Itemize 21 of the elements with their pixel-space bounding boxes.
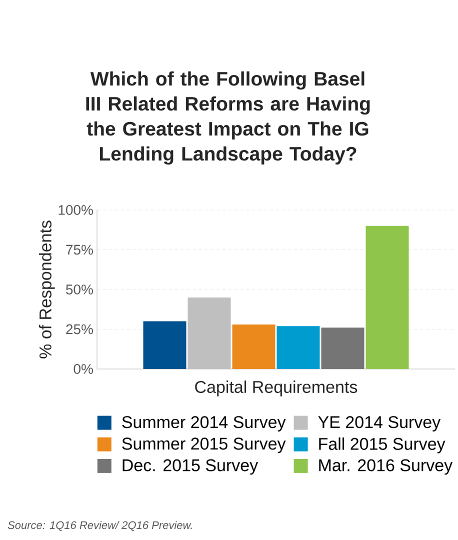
bar bbox=[321, 328, 364, 369]
y-tick-label: 25% bbox=[66, 324, 93, 334]
legend-label: Fall 2015 Survey bbox=[319, 437, 446, 454]
bar bbox=[232, 324, 276, 369]
legend-label: Summer 2014 Survey bbox=[122, 416, 286, 432]
y-axis-title: % of Respondents bbox=[38, 220, 55, 358]
y-tick-label: 75% bbox=[66, 244, 93, 255]
y-tick-label: 0% bbox=[74, 364, 93, 374]
source-note: Source: 1Q16 Review/ 2Q16 Preview. bbox=[8, 520, 192, 532]
x-tick-label: Capital Requirements bbox=[195, 380, 358, 396]
legend-label: Dec. 2015 Survey bbox=[122, 459, 258, 475]
chart-title: Which of the Following Basel III Related Reforms are Having the Greatest Impact on The IG Lending Landscape Today? bbox=[86, 71, 370, 165]
bar bbox=[276, 326, 320, 369]
legend-label: YE 2014 Survey bbox=[318, 416, 441, 432]
legend-label: Mar. 2016 Survey bbox=[319, 459, 453, 475]
bar bbox=[366, 226, 409, 369]
bar bbox=[188, 297, 231, 369]
y-tick-label: 100% bbox=[58, 205, 93, 215]
bar bbox=[143, 321, 186, 369]
y-tick-label: 50% bbox=[66, 284, 93, 294]
legend-label: Summer 2015 Survey bbox=[122, 438, 286, 454]
